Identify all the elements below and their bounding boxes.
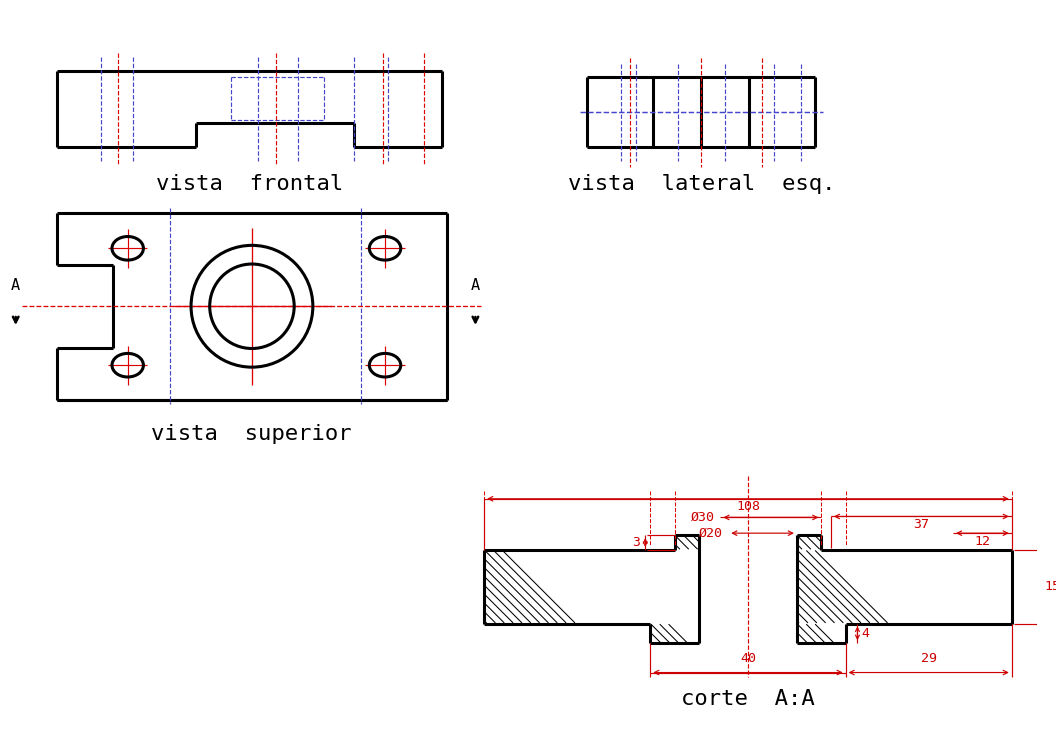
Text: 108: 108 xyxy=(736,500,760,513)
Text: Ø30: Ø30 xyxy=(691,511,715,524)
Text: A: A xyxy=(471,278,480,293)
Text: 15: 15 xyxy=(1044,581,1056,593)
Text: Ø20: Ø20 xyxy=(699,526,723,540)
Text: vista  superior: vista superior xyxy=(151,424,352,444)
Text: vista  lateral  esq.: vista lateral esq. xyxy=(567,174,835,194)
Text: 40: 40 xyxy=(740,652,756,665)
Text: 37: 37 xyxy=(913,518,929,531)
Text: 29: 29 xyxy=(921,652,937,665)
Text: corte  A:A: corte A:A xyxy=(681,690,815,709)
Text: 3: 3 xyxy=(633,536,640,549)
Text: A: A xyxy=(12,278,20,293)
Text: 12: 12 xyxy=(975,535,991,547)
Text: vista  frontal: vista frontal xyxy=(156,174,343,194)
Text: 4: 4 xyxy=(862,627,869,640)
